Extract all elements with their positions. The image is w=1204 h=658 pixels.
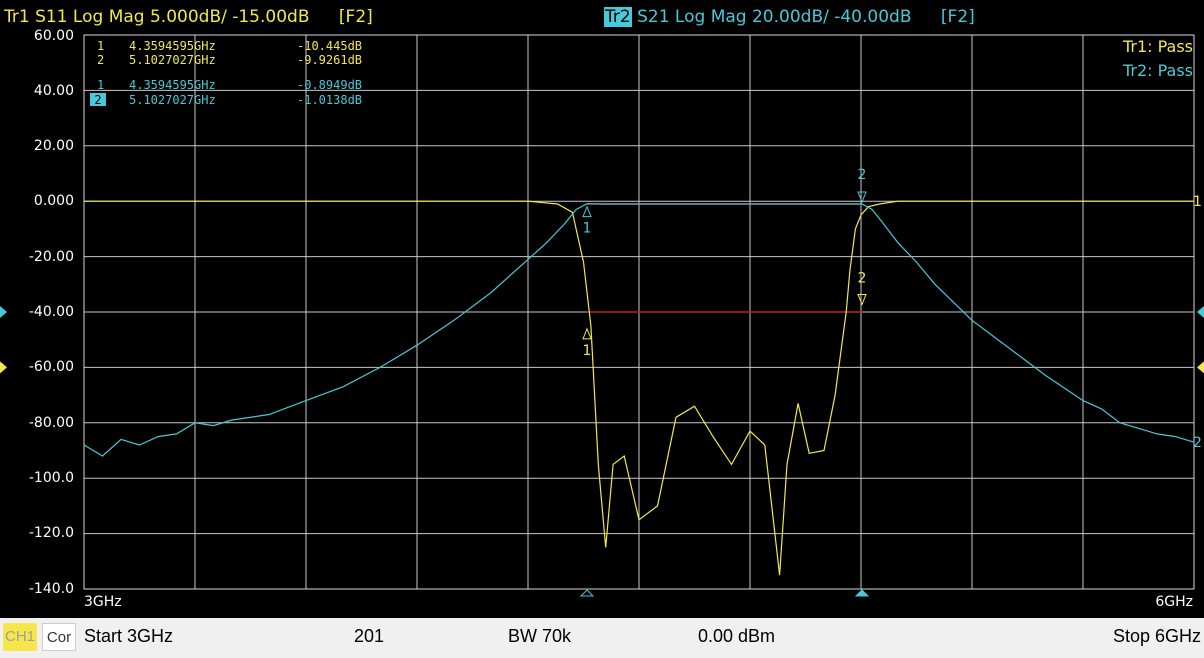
marker-freq: 4.3594595GHz	[129, 39, 216, 53]
tr1-header[interactable]: Tr1 S11 Log Mag 5.000dB/ -15.00dB [F2]	[4, 7, 373, 27]
y-tick-label: -100.0	[28, 470, 74, 486]
tr2-label: Tr2	[604, 7, 632, 27]
marker-row-active[interactable]: 2 5.1027027GHz -1.0138dB	[90, 93, 362, 163]
tr1-measurement: S11 Log Mag 5.000dB/ -15.00dB	[35, 7, 310, 27]
stimulus-marker	[579, 589, 595, 597]
marker-row[interactable]: 1 4.3594595GHz -0.8949dB	[90, 78, 362, 148]
marker-value: -0.8949dB	[297, 78, 363, 92]
source-power[interactable]: 0.00 dBm	[698, 626, 776, 646]
y-tick-label: 60.00	[33, 28, 74, 44]
trace-end-label: 2	[1193, 435, 1202, 451]
trace-tr1	[84, 200, 1194, 576]
marker-freq: 5.1027027GHz	[129, 53, 216, 67]
active-marker-num: 2	[90, 93, 106, 107]
y-tick-label: -140.0	[28, 581, 74, 597]
traces	[83, 200, 1195, 576]
marker-num: 2	[97, 53, 105, 67]
correction-indicator[interactable]: Cor	[42, 623, 76, 651]
marker-freq: 4.3594595GHz	[129, 78, 216, 92]
y-tick-label: -60.00	[28, 359, 74, 375]
tr1-reference-arrow	[0, 361, 7, 374]
tr2-reference-arrow	[0, 306, 7, 318]
sweep-points[interactable]: 201	[354, 626, 385, 646]
marker-num: 1	[97, 39, 105, 53]
channel-indicator[interactable]: CH1	[3, 623, 37, 651]
marker-value: -10.445dB	[297, 39, 363, 53]
y-tick-label: -40.00	[28, 304, 74, 320]
marker-label: 2	[858, 270, 867, 286]
tr2-header[interactable]: Tr2 S21 Log Mag 20.00dB/ -40.00dB [F2]	[604, 7, 975, 27]
marker-symbol	[857, 191, 867, 204]
marker-symbol	[582, 327, 592, 340]
marker-value: -1.0138dB	[297, 93, 363, 107]
marker-label: 1	[583, 221, 592, 237]
x-start-label: 3GHz	[84, 594, 122, 610]
tr1-softkey[interactable]: [F2]	[338, 7, 373, 27]
marker-label: 2	[858, 167, 867, 183]
if-bandwidth[interactable]: BW 70k	[508, 626, 572, 646]
tr2-reference-arrow-right	[1197, 306, 1204, 318]
y-tick-label: -120.0	[28, 525, 74, 541]
y-tick-label: 20.00	[33, 138, 74, 154]
stop-frequency[interactable]: Stop 6GHz	[1112, 626, 1201, 646]
y-tick-label: 0.000	[33, 193, 74, 209]
tr1-reference-arrow-right	[1197, 361, 1204, 374]
y-tick-label: -20.00	[28, 249, 74, 265]
trace-tr2	[83, 203, 1195, 457]
y-tick-label: -80.00	[28, 415, 74, 431]
status-bar: CH1 Cor Start 3GHz 201 BW 70k 0.00 dBm S…	[0, 618, 1204, 658]
x-stop-label: 6GHz	[1155, 594, 1193, 610]
limit-lines	[587, 203, 862, 313]
marker-row[interactable]: 1 4.3594595GHz -10.445dB	[90, 39, 362, 109]
edge-indicators: 12	[0, 194, 1204, 451]
marker-label: 1	[583, 343, 592, 359]
tr2-limit-status: Tr2: Pass	[1122, 61, 1193, 80]
marker-num: 1	[97, 78, 105, 92]
marker-freq: 5.1027027GHz	[129, 93, 216, 107]
markers: 1 2 1 2	[579, 167, 870, 597]
tr1-limit-status: Tr1: Pass	[1122, 37, 1193, 56]
tr2-softkey[interactable]: [F2]	[940, 7, 975, 27]
trace-end-label: 1	[1193, 194, 1202, 210]
y-tick-label: 40.00	[33, 83, 74, 99]
tr1-label: Tr1	[4, 7, 30, 27]
start-frequency[interactable]: Start 3GHz	[84, 626, 174, 646]
marker-symbol	[857, 293, 867, 306]
marker-symbol	[582, 205, 592, 218]
marker-row[interactable]: 2 5.1027027GHz -9.9261dB	[90, 53, 362, 123]
marker-value: -9.9261dB	[297, 53, 363, 67]
analyzer-display: Tr1 S11 Log Mag 5.000dB/ -15.00dB [F2] T…	[0, 0, 1204, 618]
stimulus-marker-active	[854, 589, 870, 597]
tr2-measurement: S21 Log Mag 20.00dB/ -40.00dB	[637, 7, 912, 27]
